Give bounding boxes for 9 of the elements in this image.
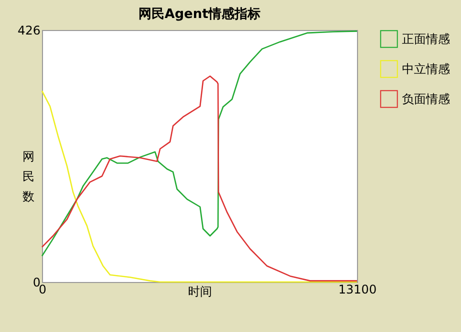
x-axis-title: 时间 <box>188 284 212 298</box>
line-series <box>41 30 358 257</box>
y-tick-label: 426 <box>18 24 40 38</box>
chart-title: 网民Agent情感指标 <box>138 6 260 22</box>
legend-label: 正面情感 <box>402 32 450 46</box>
legend-label: 负面情感 <box>402 92 450 106</box>
legend-label: 中立情感 <box>402 62 450 76</box>
x-tick-label: 13100 <box>338 282 377 296</box>
y-axis-title: 网民数 <box>22 150 34 204</box>
